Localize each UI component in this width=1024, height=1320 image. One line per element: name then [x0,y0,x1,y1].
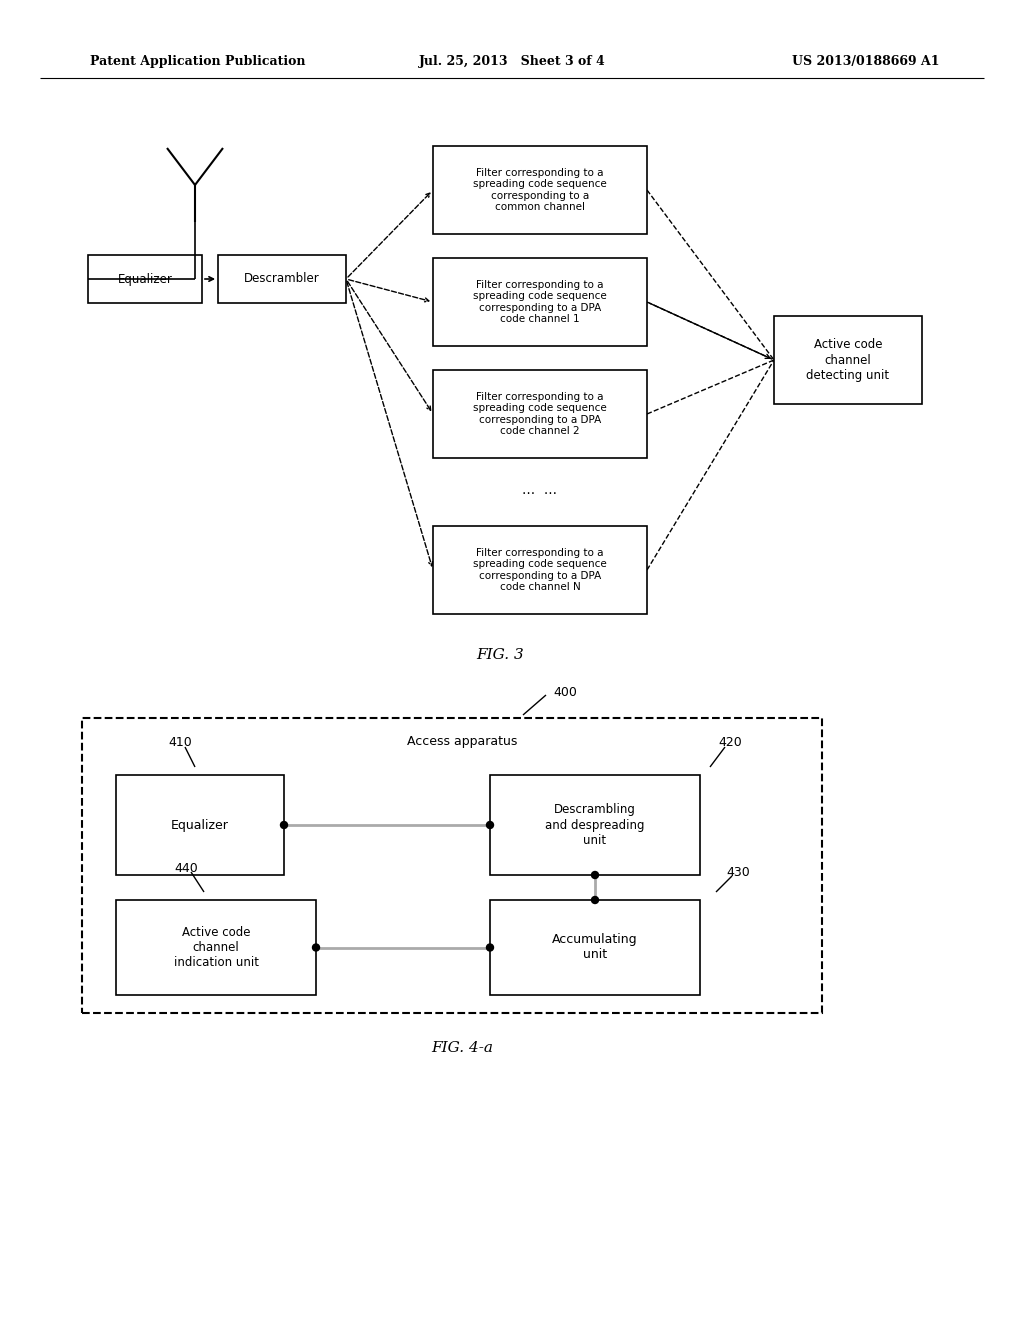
Bar [433,147,647,234]
Circle shape [486,944,494,950]
Bar [82,718,822,1012]
Text: FIG. 3: FIG. 3 [476,648,524,663]
Bar [490,775,700,875]
Bar [218,255,346,304]
Circle shape [592,871,598,879]
Text: FIG. 4-a: FIG. 4-a [431,1041,493,1055]
Text: Descrambler: Descrambler [244,272,319,285]
Text: ...  ...: ... ... [522,483,557,498]
Text: Patent Application Publication: Patent Application Publication [90,55,305,69]
Text: 400: 400 [553,685,577,698]
Bar [116,775,284,875]
Circle shape [281,821,288,829]
Text: 410: 410 [168,737,191,750]
Text: Filter corresponding to a
spreading code sequence
corresponding to a DPA
code ch: Filter corresponding to a spreading code… [473,548,607,593]
Text: 440: 440 [174,862,198,874]
Text: Filter corresponding to a
spreading code sequence
corresponding to a DPA
code ch: Filter corresponding to a spreading code… [473,280,607,325]
Text: Filter corresponding to a
spreading code sequence
corresponding to a DPA
code ch: Filter corresponding to a spreading code… [473,392,607,437]
Circle shape [312,944,319,950]
Text: Filter corresponding to a
spreading code sequence
corresponding to a
common chan: Filter corresponding to a spreading code… [473,168,607,213]
Circle shape [592,896,598,903]
Bar [433,525,647,614]
Bar [433,257,647,346]
Bar [490,900,700,995]
Text: Active code
channel
detecting unit: Active code channel detecting unit [807,338,890,381]
Circle shape [486,821,494,829]
Text: Equalizer: Equalizer [171,818,229,832]
Bar [116,900,316,995]
Bar [433,370,647,458]
Text: 430: 430 [726,866,750,879]
Text: Active code
channel
indication unit: Active code channel indication unit [173,927,258,969]
Text: Descrambling
and despreading
unit: Descrambling and despreading unit [545,804,645,846]
Text: Access apparatus: Access apparatus [407,735,517,748]
Text: Accumulating
unit: Accumulating unit [552,933,638,961]
Bar [774,315,922,404]
Text: 420: 420 [718,737,741,750]
Text: Jul. 25, 2013   Sheet 3 of 4: Jul. 25, 2013 Sheet 3 of 4 [419,55,605,69]
Text: Equalizer: Equalizer [118,272,172,285]
Text: US 2013/0188669 A1: US 2013/0188669 A1 [793,55,940,69]
Bar [88,255,202,304]
